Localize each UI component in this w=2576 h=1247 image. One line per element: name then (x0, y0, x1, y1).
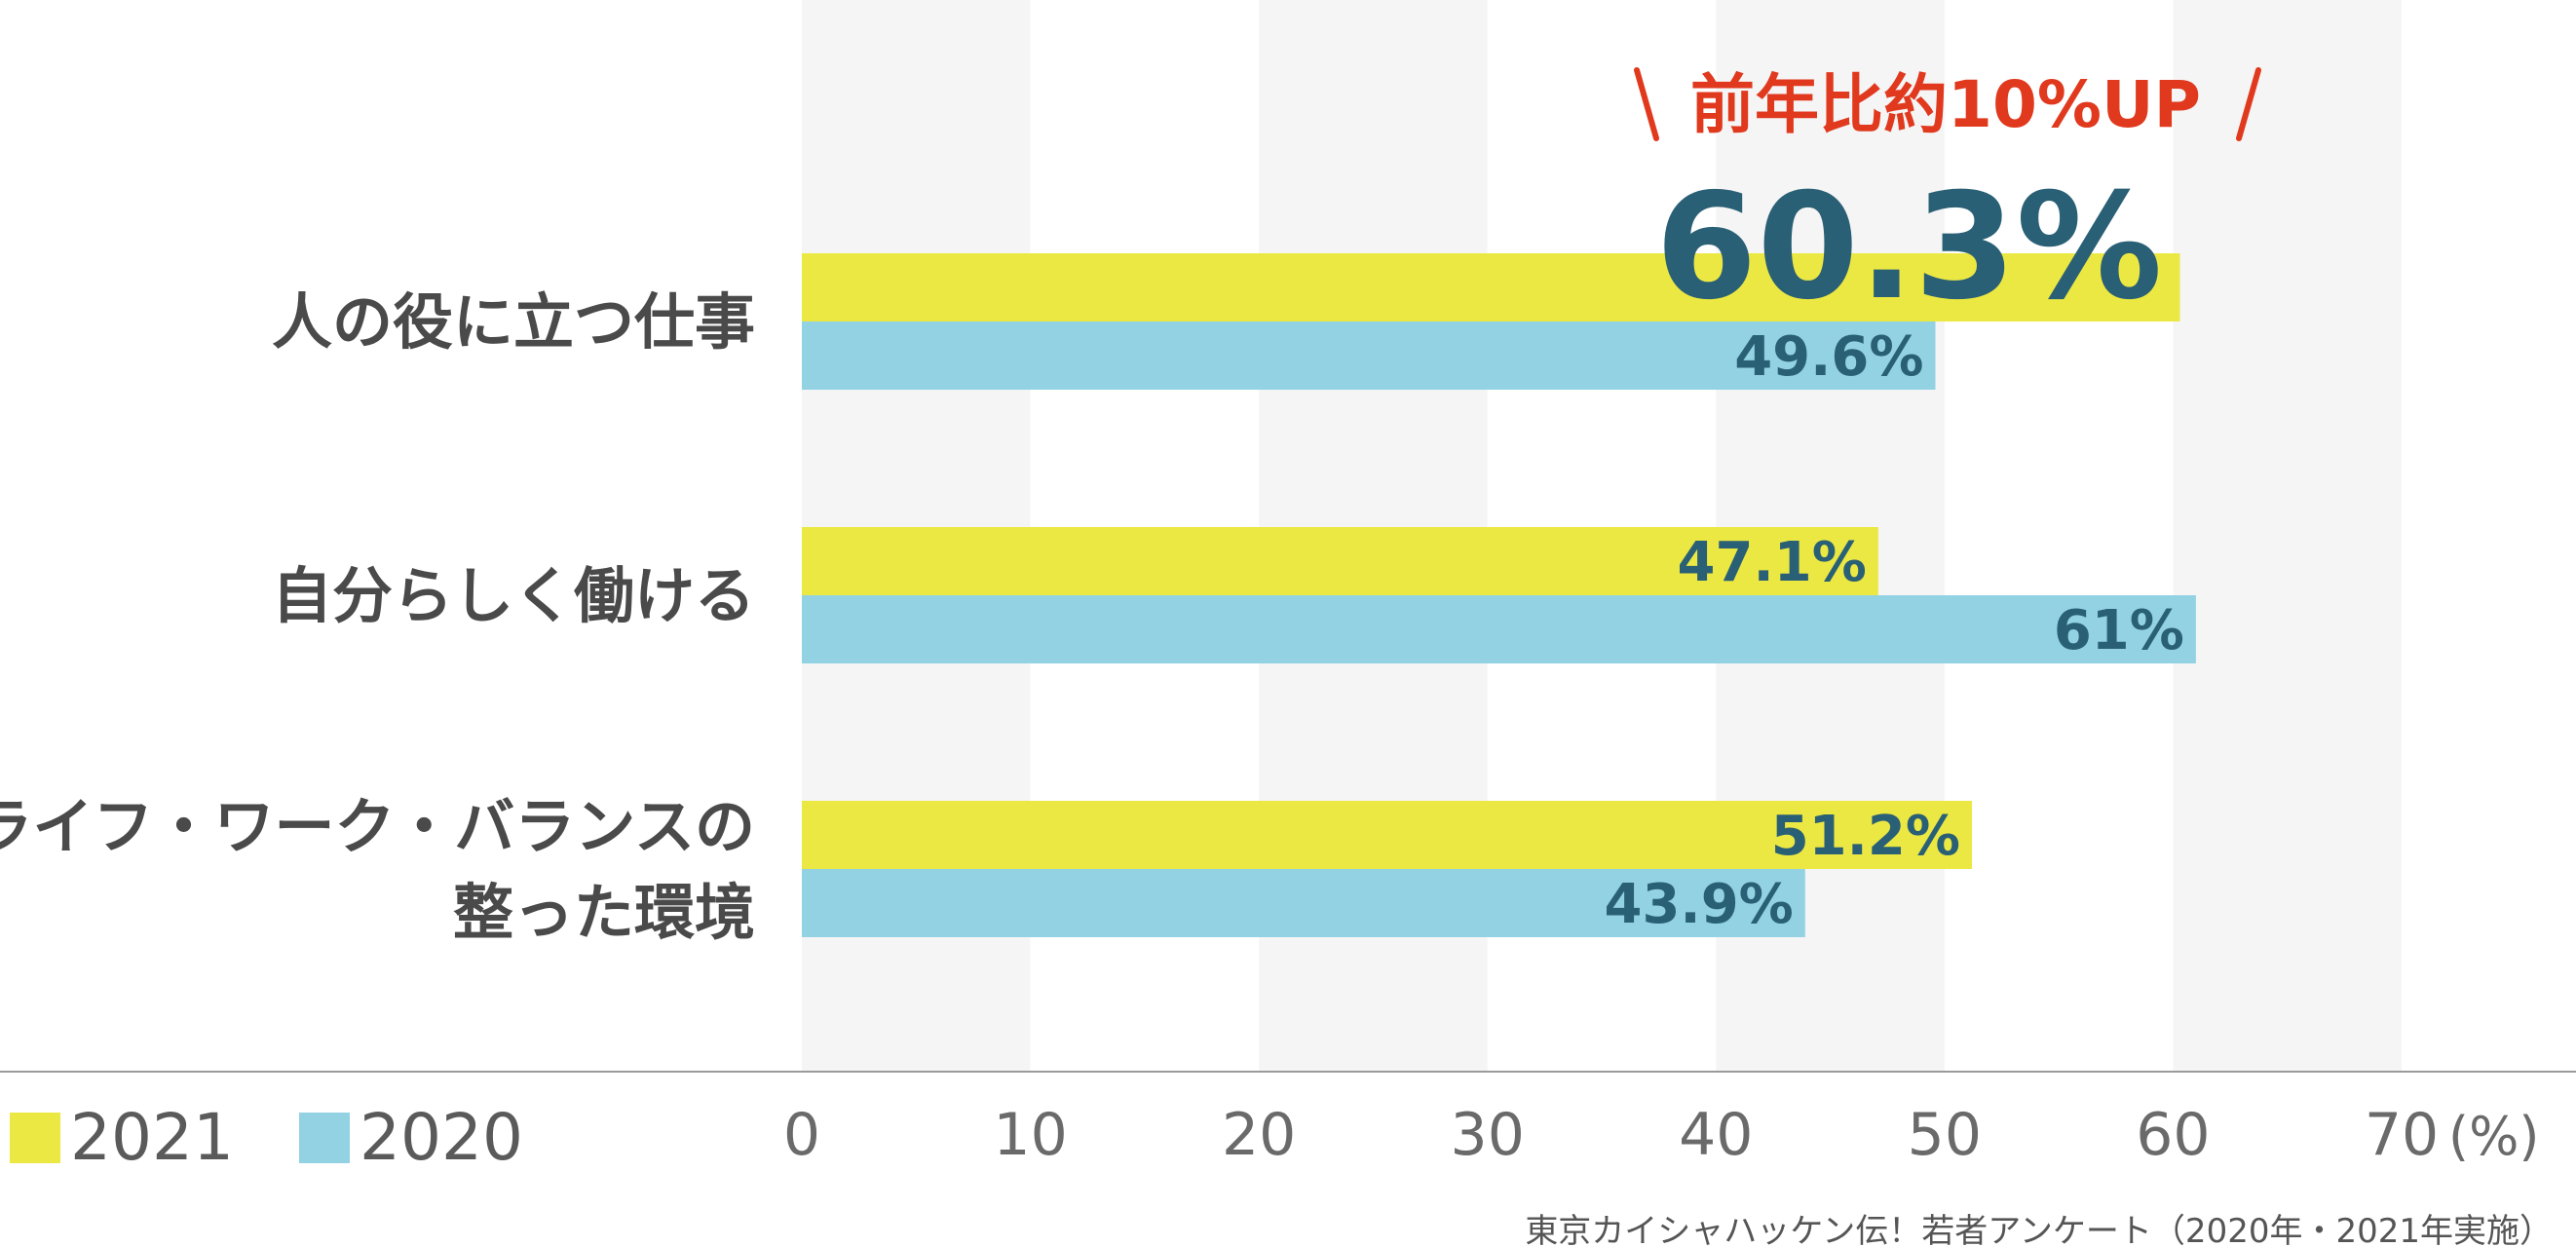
x-tick-label: 0 (783, 1101, 820, 1169)
callout-right-slash-icon (2236, 67, 2261, 141)
legend: 2021 2020 (10, 1100, 523, 1175)
value-label-2020-2: 43.9% (1604, 873, 1793, 936)
callout-left-slash-icon (1634, 67, 1659, 141)
callout: 前年比約10%UP (1634, 67, 2261, 142)
bar-2021-1 (802, 527, 1878, 595)
callout-text: 前年比約10%UP (1690, 67, 2201, 142)
x-tick-label: 30 (1451, 1101, 1525, 1169)
category-label: 人の役に立つ仕事 (272, 286, 755, 358)
bar-2020-1 (802, 595, 2196, 663)
legend-swatch-2020 (299, 1113, 350, 1163)
category-label: ライフ・ワーク・バランスの (0, 791, 755, 862)
x-tick-label: 50 (1908, 1101, 1982, 1169)
grid-band (2173, 0, 2402, 1072)
legend-label-2021: 2021 (70, 1100, 234, 1175)
legend-swatch-2021 (10, 1113, 60, 1163)
bars (802, 253, 2196, 937)
category-label: 整った環境 (453, 877, 755, 948)
bar-2020-0 (802, 321, 1936, 390)
bar-2021-0 (802, 253, 2180, 321)
value-label-2020-0: 49.6% (1734, 325, 1923, 389)
value-label-2021-1: 47.1% (1678, 531, 1867, 594)
value-labels: 60.3%49.6% 47.1% 61% 51.2%43.9% (1604, 163, 2183, 936)
x-axis-unit: (%) (2448, 1106, 2539, 1167)
x-axis-ticks: 0 10 20 30 40 50 60 70 (783, 1101, 2439, 1169)
legend-label-2020: 2020 (360, 1100, 523, 1175)
source-note: 東京カイシャハッケン伝！若者アンケート（2020年・2021年実施） (1525, 1212, 2553, 1247)
x-tick-label: 60 (2136, 1101, 2210, 1169)
category-label: 自分らしく働ける (272, 560, 755, 631)
value-label-2021-0: 60.3% (1655, 163, 2162, 332)
x-tick-label: 20 (1222, 1101, 1296, 1169)
x-tick-label: 10 (993, 1101, 1067, 1169)
x-tick-label: 40 (1679, 1101, 1753, 1169)
bar-2020-2 (802, 869, 1805, 937)
value-label-2020-1: 61% (2054, 599, 2184, 662)
x-tick-label: 70 (2365, 1101, 2439, 1169)
bar-2021-2 (802, 801, 1973, 869)
value-label-2021-2: 51.2% (1771, 805, 1960, 868)
